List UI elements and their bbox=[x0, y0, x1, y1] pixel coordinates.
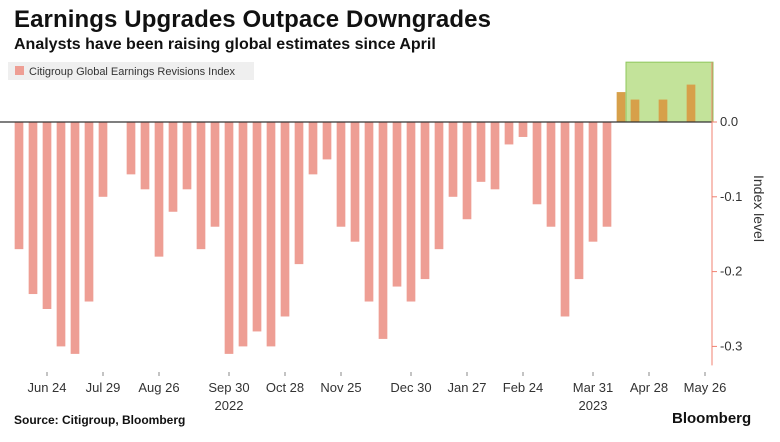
bar bbox=[448, 122, 458, 197]
year-label: 2023 bbox=[579, 398, 608, 413]
bar bbox=[616, 92, 626, 122]
bar bbox=[14, 122, 24, 250]
bar bbox=[252, 122, 262, 332]
year-label: 2022 bbox=[215, 398, 244, 413]
x-tick-label: Jun 24 bbox=[27, 380, 66, 395]
bar bbox=[224, 122, 234, 354]
bar bbox=[532, 122, 542, 205]
bar bbox=[322, 122, 332, 160]
x-tick-label: Jul 29 bbox=[86, 380, 121, 395]
y-axis-label: Index level bbox=[751, 175, 767, 242]
x-tick-label: Nov 25 bbox=[320, 380, 361, 395]
bar bbox=[378, 122, 388, 339]
bar bbox=[98, 122, 108, 197]
y-tick-label: 0.0 bbox=[720, 114, 738, 129]
bar bbox=[658, 99, 668, 122]
chart-title: Earnings Upgrades Outpace Downgrades bbox=[14, 6, 492, 33]
bar bbox=[560, 122, 570, 317]
y-tick-label: -0.3 bbox=[720, 338, 742, 353]
bar bbox=[42, 122, 52, 309]
bloomberg-logo: Bloomberg bbox=[672, 410, 752, 427]
bar bbox=[504, 122, 514, 145]
x-tick-label: Apr 28 bbox=[630, 380, 668, 395]
bar bbox=[56, 122, 66, 347]
x-tick-label: Oct 28 bbox=[266, 380, 304, 395]
bar bbox=[630, 99, 640, 122]
bar bbox=[126, 122, 136, 175]
bar bbox=[546, 122, 556, 227]
bar bbox=[168, 122, 178, 212]
bar bbox=[196, 122, 206, 250]
y-tick-label: -0.1 bbox=[720, 189, 742, 204]
y-tick-label: -0.2 bbox=[720, 264, 742, 279]
x-tick-label: Dec 30 bbox=[390, 380, 431, 395]
x-tick-label: Sep 30 bbox=[208, 380, 249, 395]
bar bbox=[434, 122, 444, 250]
x-tick-label: Feb 24 bbox=[503, 380, 543, 395]
bar bbox=[210, 122, 220, 227]
bar bbox=[476, 122, 486, 182]
bar bbox=[588, 122, 598, 242]
bar bbox=[280, 122, 290, 317]
chart-subtitle: Analysts have been raising global estima… bbox=[14, 36, 436, 53]
bar bbox=[336, 122, 346, 227]
bar bbox=[574, 122, 584, 280]
bar bbox=[420, 122, 430, 280]
bar bbox=[238, 122, 248, 347]
bar bbox=[518, 122, 528, 137]
bar bbox=[462, 122, 472, 220]
bar bbox=[28, 122, 38, 295]
source-note: Source: Citigroup, Bloomberg bbox=[14, 413, 186, 427]
bar bbox=[308, 122, 318, 175]
highlight-region bbox=[625, 61, 714, 123]
bar bbox=[602, 122, 612, 227]
bar bbox=[294, 122, 304, 265]
x-tick-label: Aug 26 bbox=[138, 380, 179, 395]
legend-label: Citigroup Global Earnings Revisions Inde… bbox=[29, 66, 236, 78]
bar bbox=[182, 122, 192, 190]
bar bbox=[686, 84, 696, 122]
bar bbox=[154, 122, 164, 257]
x-tick-label: Jan 27 bbox=[447, 380, 486, 395]
legend-box bbox=[8, 62, 254, 80]
bar bbox=[392, 122, 402, 287]
bar bbox=[364, 122, 374, 302]
bar bbox=[70, 122, 80, 354]
x-tick-label: Mar 31 bbox=[573, 380, 613, 395]
bar bbox=[266, 122, 276, 347]
bar bbox=[350, 122, 360, 242]
bar bbox=[406, 122, 416, 302]
bar bbox=[490, 122, 500, 190]
x-tick-label: May 26 bbox=[684, 380, 727, 395]
legend-swatch bbox=[15, 66, 24, 75]
bar bbox=[140, 122, 150, 190]
bar bbox=[84, 122, 94, 302]
